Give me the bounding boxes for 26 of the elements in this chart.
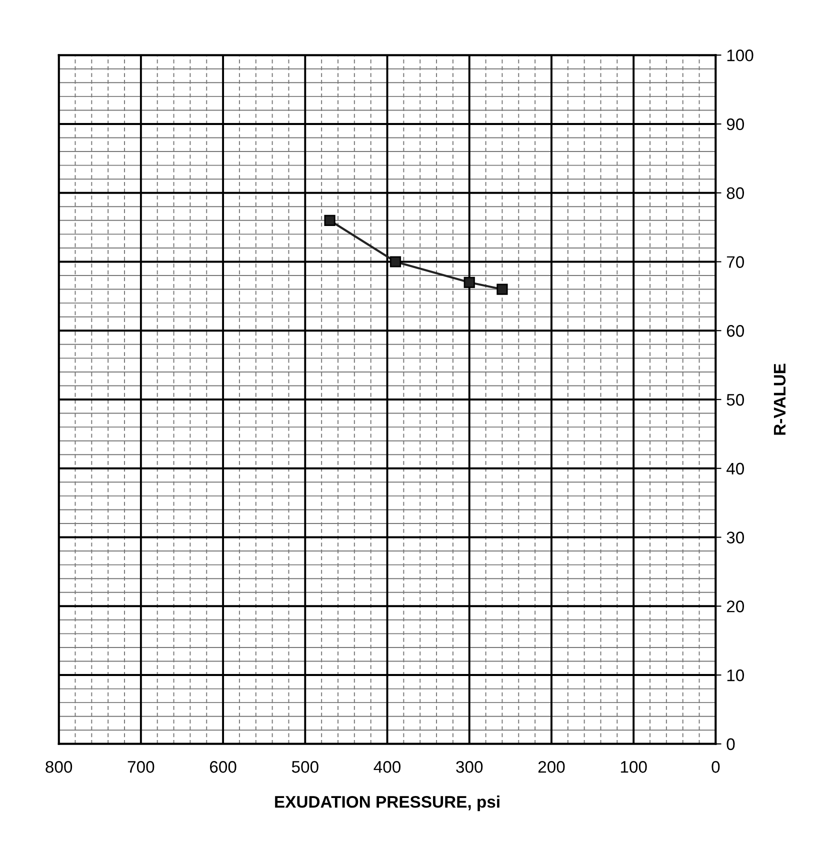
y-tick-label: 0	[726, 738, 735, 750]
x-tick-label: 0	[712, 761, 720, 773]
x-axis-title: EXUDATION PRESSURE, psi	[275, 796, 500, 812]
y-tick-label: 30	[726, 532, 744, 544]
y-tick-label: 20	[726, 600, 744, 612]
x-tick-label: 500	[292, 761, 318, 773]
y-tick-label: 100	[727, 50, 754, 62]
y-tick-label: 50	[726, 394, 744, 406]
y-axis-title: R-VALUE	[774, 364, 786, 435]
y-tick-label: 60	[726, 325, 744, 337]
point	[324, 214, 336, 226]
y-tick-label: 80	[726, 187, 744, 200]
y-tick-label: 90	[726, 118, 744, 130]
x-tick-label: 100	[620, 761, 647, 773]
point	[496, 284, 508, 295]
point	[464, 276, 475, 288]
x-tick-label: 200	[538, 761, 565, 773]
x-tick-label: 600	[210, 761, 236, 773]
y-tick-label: 70	[726, 256, 744, 268]
x-tick-label: 700	[128, 761, 154, 773]
y-tick-label: 40	[726, 462, 744, 475]
y-tick-label: 10	[727, 669, 744, 682]
x-tick-label: 400	[374, 761, 401, 773]
x-tick-label: 300	[456, 761, 483, 773]
point	[390, 256, 402, 268]
x-tick-label: 800	[46, 761, 72, 773]
